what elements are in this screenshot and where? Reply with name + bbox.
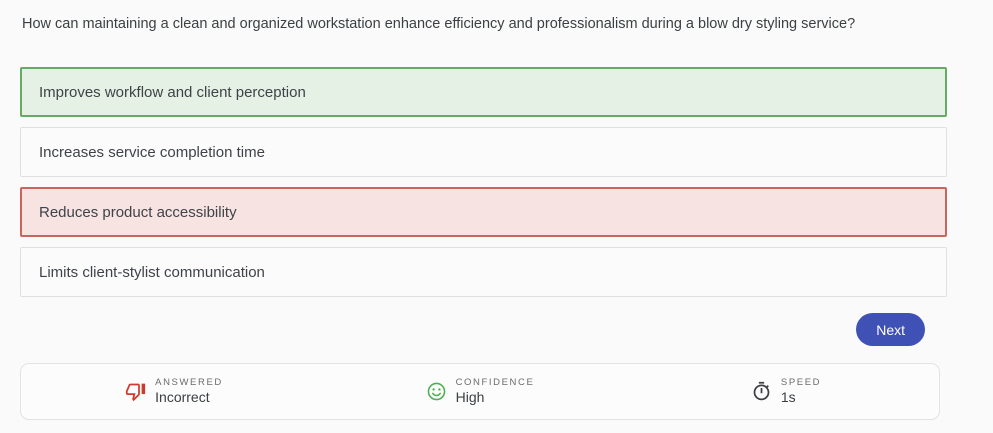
answer-option-correct[interactable]: Improves workflow and client perception xyxy=(20,67,947,117)
stat-speed-value: 1s xyxy=(780,388,796,405)
stat-confidence: CONFIDENCE High xyxy=(327,377,633,405)
next-button[interactable]: Next xyxy=(856,313,925,346)
answer-options: Improves workflow and client perception … xyxy=(20,67,947,307)
stat-answered-value: Incorrect xyxy=(155,388,210,405)
thumb-down-icon xyxy=(126,383,146,402)
stat-confidence-value: High xyxy=(455,388,485,405)
stat-speed-label: SPEED xyxy=(780,377,822,389)
question-text: How can maintaining a clean and organize… xyxy=(22,16,856,32)
answer-option[interactable]: Limits client-stylist communication xyxy=(20,247,947,297)
stat-speed: SPEED 1s xyxy=(633,377,939,405)
stopwatch-icon xyxy=(753,381,770,401)
answer-option[interactable]: Increases service completion time xyxy=(20,127,947,177)
answer-option-incorrect-selected[interactable]: Reduces product accessibility xyxy=(20,187,947,237)
stat-confidence-label: CONFIDENCE xyxy=(455,377,535,389)
stat-answered: ANSWERED Incorrect xyxy=(21,377,327,405)
result-stats-bar: ANSWERED Incorrect CONFIDENCE High SPEED… xyxy=(20,363,940,420)
smiley-icon xyxy=(427,382,445,401)
stat-answered-label: ANSWERED xyxy=(155,377,223,389)
